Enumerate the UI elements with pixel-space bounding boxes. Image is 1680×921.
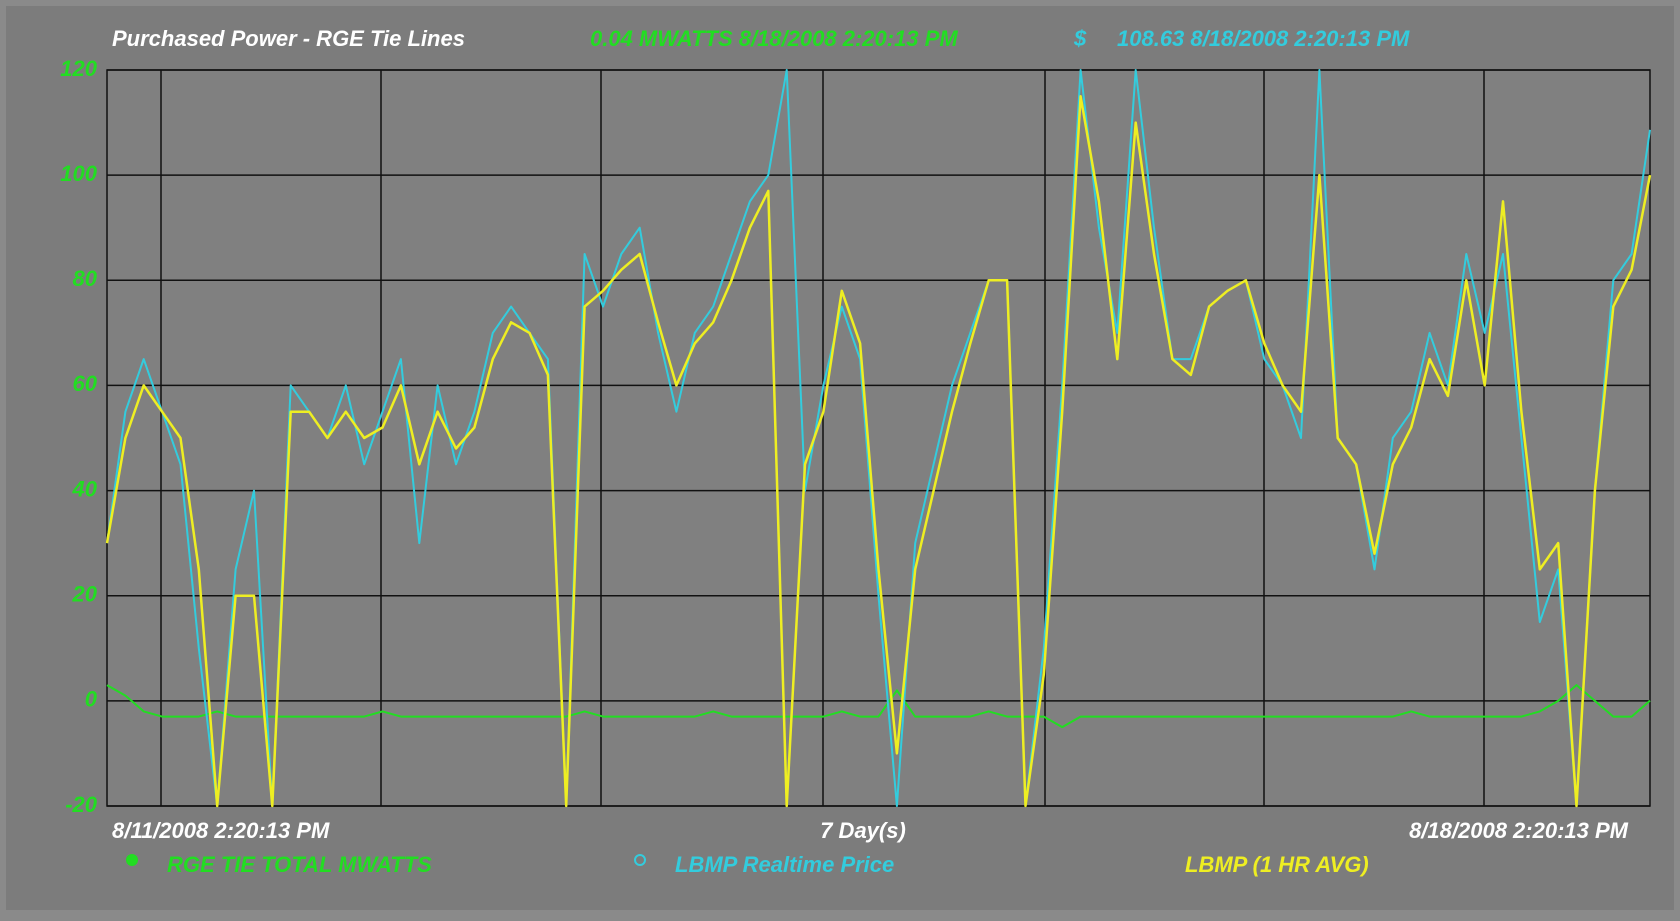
y-tick-label: 20 (72, 582, 98, 607)
x-tick-label: 8/11/2008 2:20:13 PM (112, 818, 330, 843)
plot-area (106, 69, 1651, 807)
y-tick-label: -20 (65, 792, 98, 817)
legend-label: RGE TIE TOTAL MWATTS (167, 852, 432, 877)
y-tick-label: 80 (73, 266, 98, 291)
y-tick-label: 120 (60, 56, 97, 81)
x-axis-label: 7 Day(s) (820, 818, 906, 843)
series-line (105, 95, 1652, 808)
status-mw: 0.04 MWATTS 8/18/2008 2:20:13 PM (590, 26, 958, 51)
chart-title: Purchased Power - RGE Tie Lines (112, 26, 465, 51)
status-price: 108.63 8/18/2008 2:20:13 PM (1117, 26, 1410, 51)
series-line (106, 684, 1651, 729)
x-tick-label: 8/18/2008 2:20:13 PM (1409, 818, 1629, 843)
y-tick-label: 40 (72, 476, 98, 501)
y-tick-label: 0 (85, 687, 98, 712)
legend-label: LBMP (1 HR AVG) (1185, 852, 1369, 877)
y-tick-label: 60 (73, 371, 98, 396)
legend-marker (126, 854, 138, 866)
series-line (106, 69, 1651, 807)
status-currency: $ (1073, 26, 1087, 51)
day-grid (160, 70, 1485, 806)
legend-label: LBMP Realtime Price (675, 852, 894, 877)
y-tick-label: 100 (60, 161, 97, 186)
legend-marker (634, 854, 646, 866)
